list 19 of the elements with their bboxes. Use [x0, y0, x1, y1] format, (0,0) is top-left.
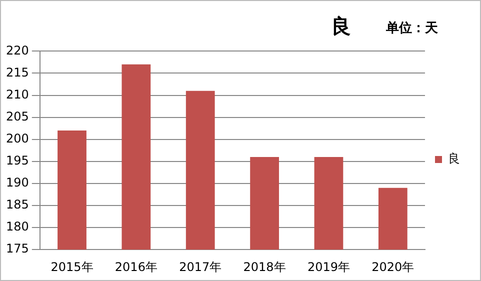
x-tick-label: 2015年: [50, 260, 94, 274]
y-tick-label: 220: [6, 43, 29, 58]
legend-label: 良: [448, 152, 460, 166]
y-tick-label: 200: [6, 132, 29, 146]
y-tick-label: 175: [6, 242, 29, 256]
y-tick-label: 180: [6, 220, 29, 234]
y-tick-label: 215: [6, 65, 29, 80]
x-tick-label: 2017年: [179, 260, 222, 274]
y-tick-label: 190: [6, 176, 29, 190]
x-tick-label: 2016年: [114, 260, 158, 274]
y-tick-label: 195: [6, 154, 29, 168]
text: 单位：天: [386, 20, 438, 37]
x-tick-label: 2020年: [372, 260, 414, 274]
y-tick-label: 205: [6, 109, 29, 124]
chart-title: 良: [331, 13, 351, 40]
y-tick-label: 210: [6, 87, 29, 102]
y-tick-label: 185: [6, 198, 29, 212]
x-tick-label: 2018年: [243, 260, 286, 274]
x-tick-label: 2019年: [307, 260, 350, 274]
